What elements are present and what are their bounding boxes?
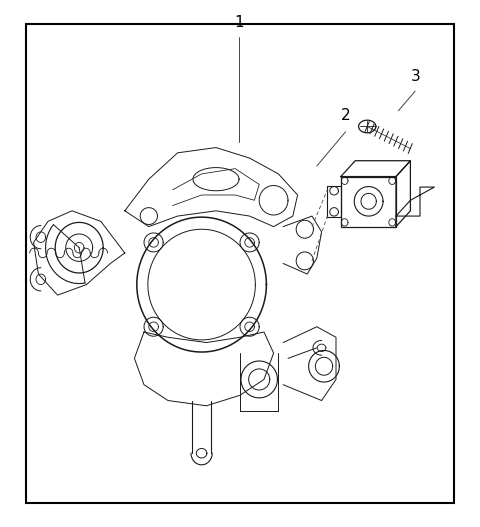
Text: 2: 2 — [341, 109, 350, 123]
Text: 3: 3 — [410, 69, 420, 84]
Text: 1: 1 — [234, 15, 244, 30]
Bar — [341, 177, 396, 227]
